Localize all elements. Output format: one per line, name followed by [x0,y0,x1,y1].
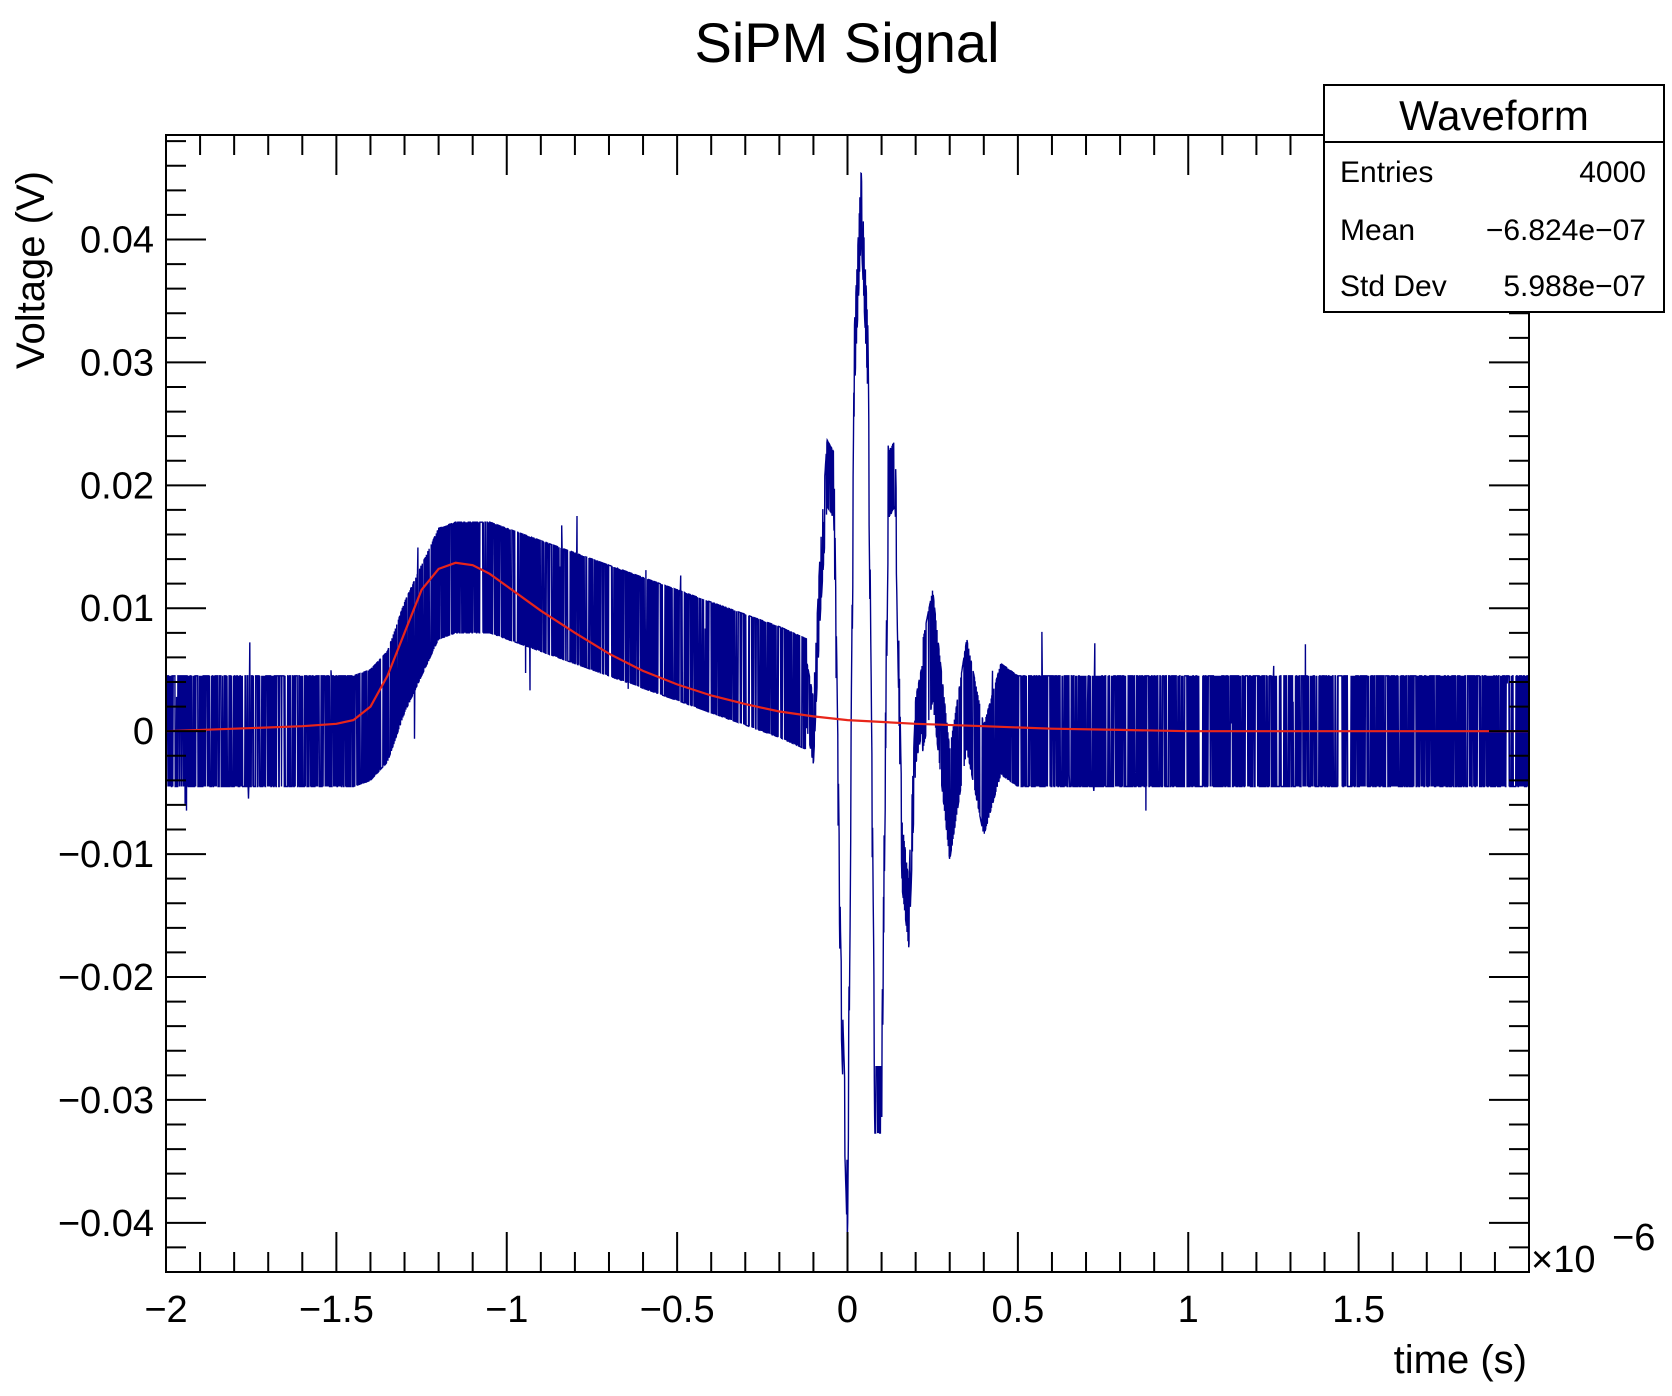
x-tick-label: 0.5 [991,1289,1044,1331]
x-multiplier-text: ×10 [1531,1239,1595,1281]
y-tick-label: 0.02 [80,465,154,507]
stats-entries-value: 4000 [1579,156,1646,189]
stats-stddev-label: Std Dev [1340,270,1447,303]
y-axis-title: Voltage (V) [9,171,53,369]
x-tick-label: 1.5 [1332,1289,1385,1331]
y-tick-label: −0.03 [58,1080,154,1122]
x-tick-label: −0.5 [640,1289,715,1331]
x-tick-label: 1 [1178,1289,1199,1331]
y-tick-label: 0.04 [80,219,154,261]
y-tick-label: −0.04 [58,1203,154,1245]
plot-area [165,171,1529,1238]
stats-mean-label: Mean [1340,214,1415,247]
series-line-1 [165,561,1529,733]
stats-box-title: Waveform [1399,92,1589,139]
x-tick-label: −2 [144,1289,187,1331]
x-tick-label: −1 [485,1289,528,1331]
x-exponent-text: −6 [1612,1217,1655,1259]
x-tick-label: 0 [837,1289,858,1331]
y-tick-label: 0.01 [80,588,154,630]
stats-box-frame [1323,84,1665,313]
x-axis-multiplier: ×10 −6 [1531,1217,1655,1281]
y-axis: −0.04 −0.03 −0.02 −0.01 0 0.01 0.02 0.03 0.04 [58,140,1529,1273]
x-axis: −2 −1.5 −1 −0.5 0 0.5 1 1.5 [144,135,1496,1331]
stats-stddev-value: 5.988e−07 [1503,270,1646,303]
y-tick-label: −0.01 [58,834,154,876]
stats-box: Waveform Entries 4000 Mean −6.824e−07 St… [1323,84,1665,313]
stats-entries-label: Entries [1340,156,1433,189]
x-axis-title: time (s) [1394,1338,1527,1382]
stats-mean-value: −6.824e−07 [1486,214,1646,247]
y-tick-label: 0.03 [80,342,154,384]
y-tick-label: −0.02 [58,957,154,999]
series-line-0 [166,171,1529,1238]
y-tick-label: 0 [133,711,154,753]
chart-title: SiPM Signal [694,11,999,74]
x-tick-label: −1.5 [299,1289,374,1331]
